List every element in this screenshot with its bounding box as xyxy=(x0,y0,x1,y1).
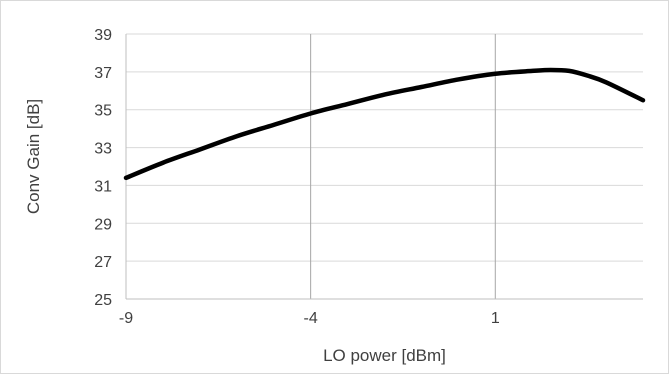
series-layer xyxy=(123,67,646,181)
x-tick-label: 1 xyxy=(491,310,500,327)
y-tick-label: 27 xyxy=(94,254,112,271)
axes xyxy=(125,34,643,300)
gridlines xyxy=(126,33,643,299)
tick-labels: 25 27 29 31 33 35 37 39 -9 -4 1 xyxy=(94,27,500,327)
y-tick-label: 39 xyxy=(94,27,112,44)
y-tick-label: 33 xyxy=(94,141,112,158)
y-tick-label: 37 xyxy=(94,65,112,82)
y-axis-label: Conv Gain [dB] xyxy=(24,99,43,214)
y-tick-label: 25 xyxy=(94,292,112,309)
y-tick-label: 29 xyxy=(94,216,112,233)
y-tick-label: 31 xyxy=(94,178,112,195)
x-tick-label: -9 xyxy=(119,310,133,327)
x-tick-label: -4 xyxy=(304,310,318,327)
y-tick-label: 35 xyxy=(94,103,112,120)
x-axis-label: LO power [dBm] xyxy=(323,346,446,365)
series-line xyxy=(123,67,646,181)
